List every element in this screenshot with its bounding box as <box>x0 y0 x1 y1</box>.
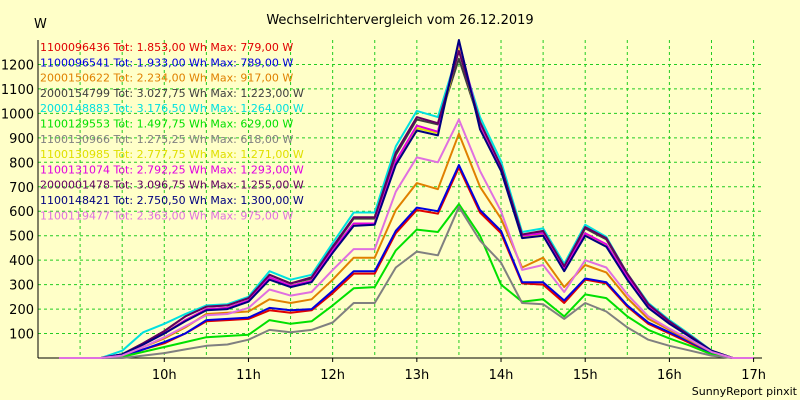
chart-title: Wechselrichtervergleich vom 26.12.2019 <box>266 13 533 28</box>
plot-area <box>38 40 762 358</box>
x-tick-label: 13h <box>404 368 429 383</box>
legend-entry-2: 1100096541 Tot: 1.933,00 Wh Max: 789,00 … <box>40 56 293 69</box>
y-tick-label: 1000 <box>1 107 34 122</box>
x-tick-label: 14h <box>489 368 514 383</box>
series-line-3 <box>59 132 754 359</box>
legend-entry-5: 2000148883 Tot: 3.176,50 Wh Max: 1.264,0… <box>40 102 304 115</box>
y-axis-label: W <box>34 17 47 32</box>
series-line-7 <box>59 205 754 359</box>
x-tick-label: 10h <box>152 368 177 383</box>
legend-entry-8: 1100130985 Tot: 2.777,75 Wh Max: 1.271,0… <box>40 148 304 161</box>
x-tick-label: 11h <box>236 368 261 383</box>
legend-entry-9: 1100131074 Tot: 2.792,25 Wh Max: 1.293,0… <box>40 163 304 176</box>
y-tick-label: 200 <box>9 303 34 318</box>
y-tick-label: 900 <box>9 132 34 147</box>
y-tick-label: 600 <box>9 205 34 220</box>
y-tick-label: 500 <box>9 230 34 245</box>
legend-entry-11: 1100148421 Tot: 2.750,50 Wh Max: 1.300,0… <box>40 194 304 207</box>
series-line-11 <box>59 39 754 359</box>
legend-entry-12: 1100119477 Tot: 2.363,00 Wh Max: 975,00 … <box>40 209 293 222</box>
y-tick-label: 1200 <box>1 58 34 73</box>
x-tick-label: 12h <box>320 368 345 383</box>
legend-entry-4: 2000154799 Tot: 3.027,75 Wh Max: 1.223,0… <box>40 87 304 100</box>
series-line-10 <box>59 50 754 359</box>
y-tick-label: 1100 <box>1 83 34 98</box>
series-line-6 <box>59 203 754 359</box>
y-tick-label: 400 <box>9 254 34 269</box>
y-tick-label: 700 <box>9 181 34 196</box>
legend-entry-7: 1100130966 Tot: 1.275,25 Wh Max: 618,00 … <box>40 133 293 146</box>
y-tick-label: 100 <box>9 328 34 343</box>
y-tick-label: 800 <box>9 156 34 171</box>
legend-entry-3: 2000150622 Tot: 2.234,00 Wh Max: 917,00 … <box>40 72 293 85</box>
legend-entry-10: 2000001478 Tot: 3.096,75 Wh Max: 1.255,0… <box>40 179 304 192</box>
series-line-12 <box>59 118 754 359</box>
series-line-2 <box>59 164 754 359</box>
x-tick-label: 16h <box>657 368 682 383</box>
footer-credit: SunnyReport pinxit <box>692 385 798 398</box>
y-tick-label: 300 <box>9 279 34 294</box>
legend-entry-1: 1100096436 Tot: 1.853,00 Wh Max: 779,00 … <box>40 41 293 54</box>
x-tick-label: 17h <box>741 368 766 383</box>
x-tick-label: 15h <box>573 368 598 383</box>
legend-entry-6: 1100129553 Tot: 1.497,75 Wh Max: 629,00 … <box>40 118 293 131</box>
